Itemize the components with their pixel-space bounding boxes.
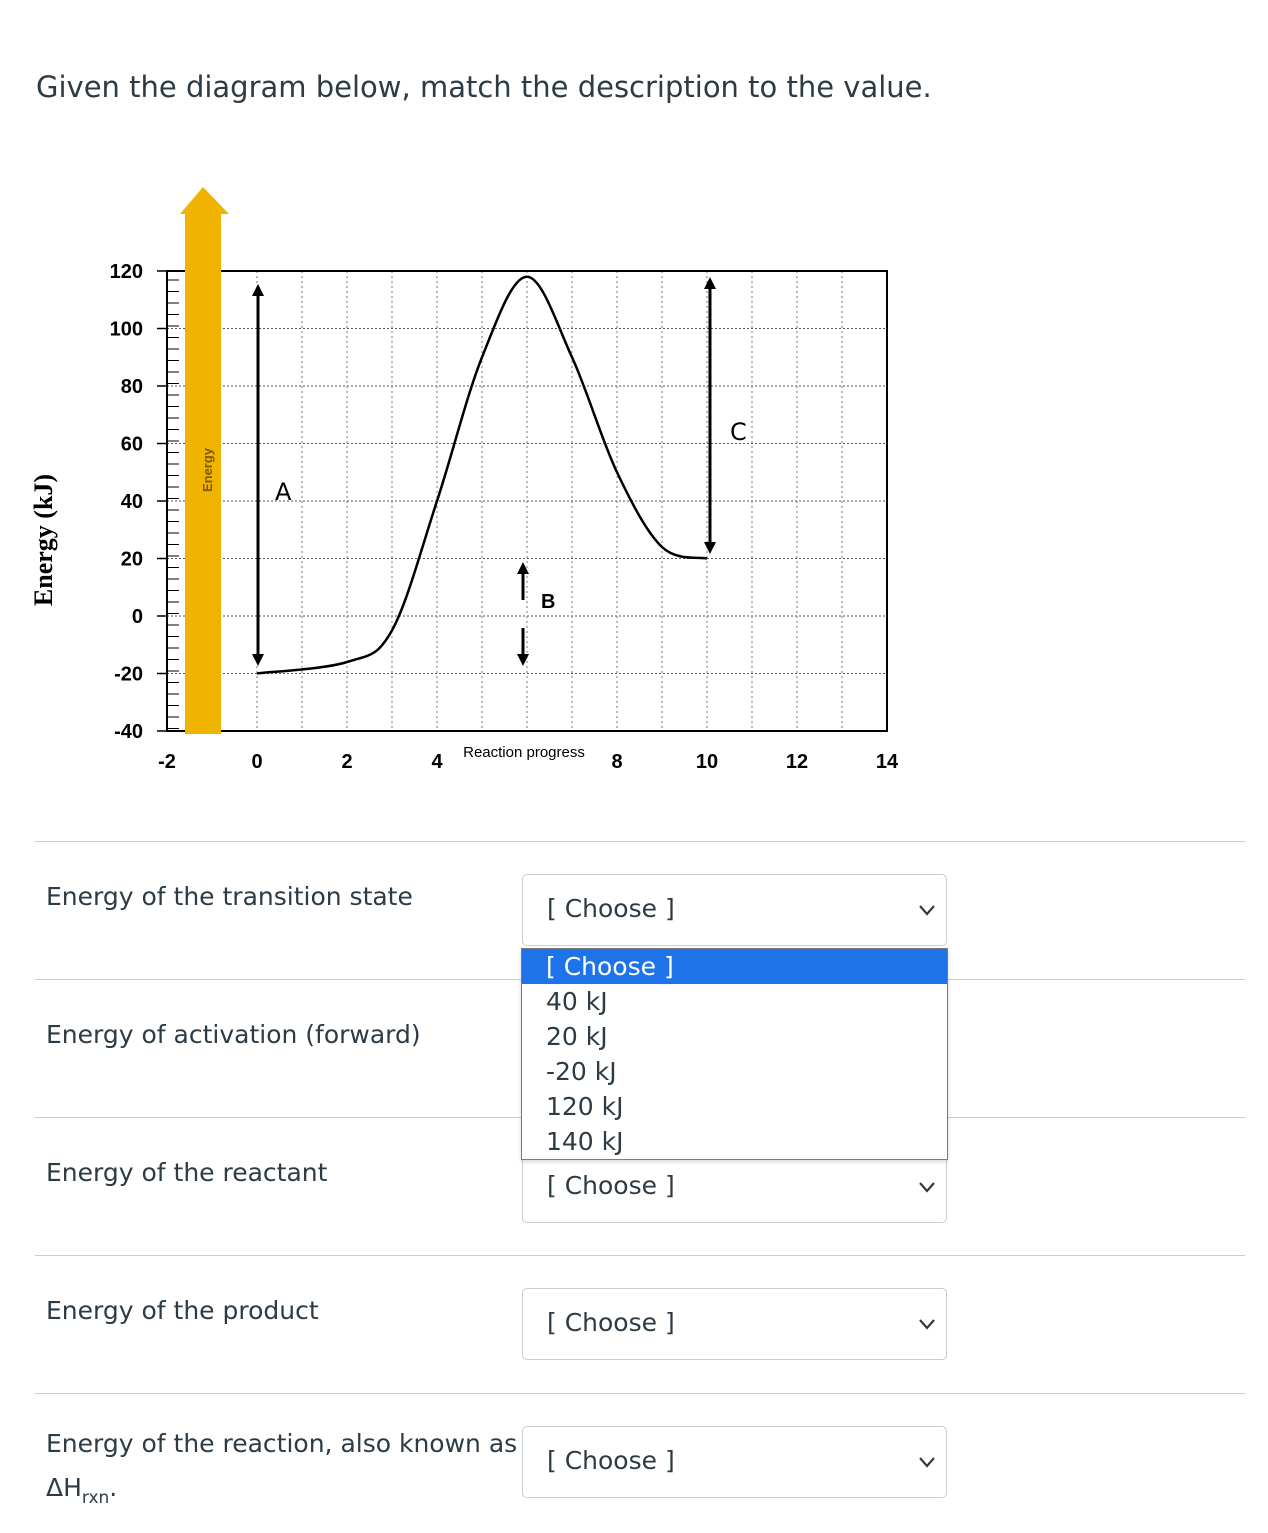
select-reaction-energy[interactable]: [ Choose ] — [522, 1426, 947, 1498]
minor-ticks — [167, 279, 179, 729]
select-reactant[interactable]: [ Choose ] — [522, 1151, 947, 1223]
row-divider — [35, 841, 1245, 842]
row-label-activation-forward: Energy of activation (forward) — [46, 1020, 421, 1049]
energy-diagram: Energy Energy (kJ) Reaction progress 120… — [29, 187, 899, 773]
y-tick-label: 80 — [121, 376, 143, 398]
row-label-transition-state: Energy of the transition state — [46, 882, 413, 911]
x-tick-label: 8 — [611, 751, 622, 773]
energy-arrow-label: Energy — [200, 447, 215, 492]
y-tick-label: 100 — [110, 319, 143, 341]
x-tick-label: -2 — [158, 751, 176, 773]
x-tick-label: 2 — [341, 751, 352, 773]
label-a: A — [275, 478, 292, 506]
row-label-reaction-energy: Energy of the reaction, also known as ΔH… — [46, 1422, 517, 1520]
x-tick-labels: -2 0 2 4 8 10 12 14 — [158, 751, 899, 773]
dropdown-option[interactable]: 140 kJ — [546, 1127, 624, 1156]
row-divider — [35, 1393, 1245, 1394]
select-value: [ Choose ] — [547, 1171, 675, 1200]
plot-frame — [166, 270, 888, 732]
dropdown-option[interactable]: 20 kJ — [546, 1022, 608, 1051]
y-axis-title: Energy (kJ) — [29, 474, 58, 606]
dropdown-option[interactable]: 120 kJ — [546, 1092, 624, 1121]
x-tick-label: 12 — [786, 751, 808, 773]
chevron-down-icon — [919, 1182, 935, 1193]
question-prompt: Given the diagram below, match the descr… — [36, 70, 932, 104]
x-tick-label: 0 — [251, 751, 262, 773]
dropdown-options-list[interactable]: [ Choose ] 40 kJ 20 kJ -20 kJ 120 kJ 140… — [521, 948, 948, 1160]
x-axis-title: Reaction progress — [463, 744, 585, 761]
row-divider — [35, 1255, 1245, 1256]
reaction-curve — [256, 275, 708, 675]
y-tick-label: 20 — [121, 549, 143, 571]
energy-arrow: Energy — [180, 187, 229, 734]
select-value: [ Choose ] — [547, 1308, 675, 1337]
label-b: B — [541, 591, 555, 613]
dropdown-option[interactable]: -20 kJ — [546, 1057, 617, 1086]
chevron-down-icon — [919, 905, 935, 916]
x-tick-label: 10 — [696, 751, 718, 773]
row-label-line2: ΔHrxn. — [46, 1473, 118, 1508]
y-tick-label: 40 — [121, 491, 143, 513]
y-tick-label: 120 — [110, 261, 143, 283]
select-value: [ Choose ] — [547, 894, 675, 923]
y-tick-label: -40 — [114, 721, 143, 743]
row-label-reactant: Energy of the reactant — [46, 1158, 328, 1187]
x-tick-label: 14 — [876, 751, 899, 773]
select-product[interactable]: [ Choose ] — [522, 1288, 947, 1360]
row-label-line1: Energy of the reaction, also known as — [46, 1429, 518, 1458]
chevron-down-icon — [919, 1319, 935, 1330]
dropdown-option[interactable]: 40 kJ — [546, 987, 608, 1016]
y-tick-label: -20 — [114, 664, 143, 686]
x-tick-label: 4 — [431, 751, 443, 773]
row-label-product: Energy of the product — [46, 1296, 319, 1325]
chevron-down-icon — [919, 1457, 935, 1468]
y-tick-label: 0 — [132, 606, 143, 628]
select-value: [ Choose ] — [547, 1446, 675, 1475]
select-transition-state[interactable]: [ Choose ] — [522, 874, 947, 946]
label-c: C — [730, 418, 747, 446]
diagram-grid — [157, 270, 888, 732]
y-tick-labels: 120 100 80 60 40 20 0 -20 -40 — [110, 261, 143, 743]
dropdown-option[interactable]: [ Choose ] — [522, 949, 947, 984]
y-tick-label: 60 — [121, 434, 143, 456]
